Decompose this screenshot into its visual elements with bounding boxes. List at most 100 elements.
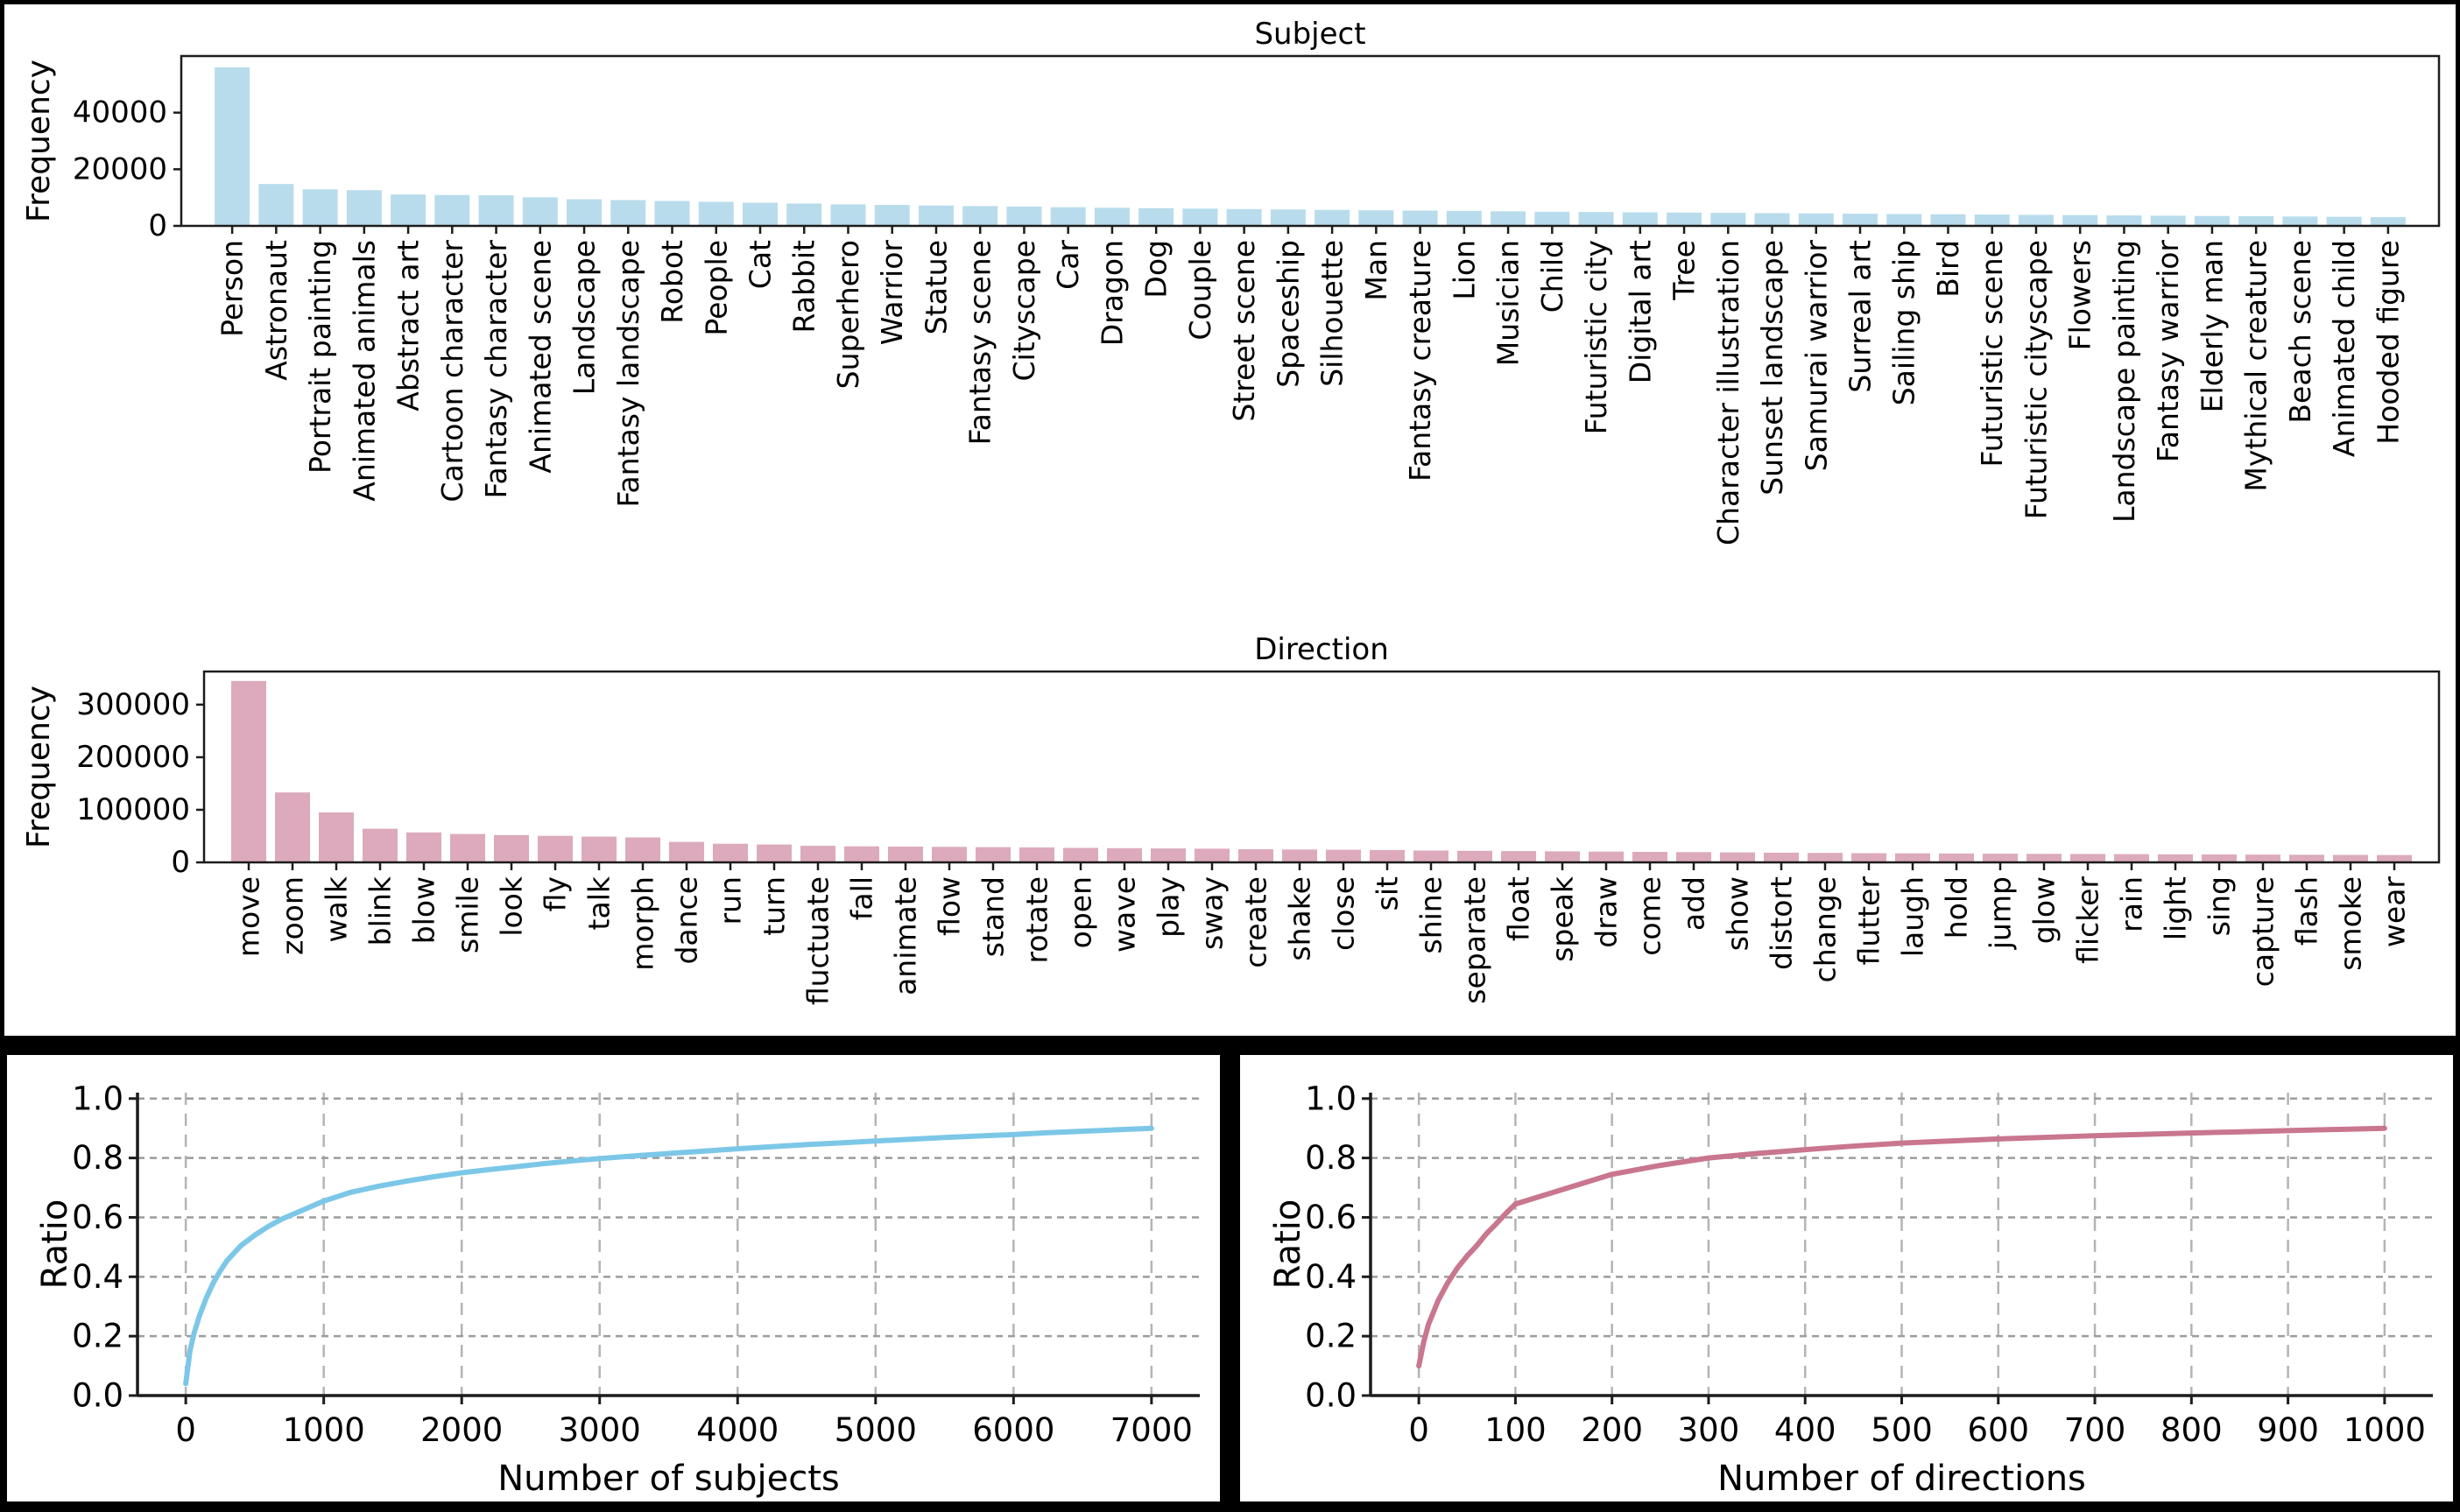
direction_bar-bar <box>669 841 704 862</box>
direction_bar-ytick-label: 100000 <box>76 792 190 827</box>
direction_bar-xtick-label: dance <box>670 876 704 965</box>
direction_bar-xtick-label: glow <box>2027 876 2062 944</box>
direction_bar-xtick-label: fall <box>845 876 879 920</box>
subject_bar-xtick-label: Animated child <box>2327 240 2361 457</box>
subject_bar-bar <box>1754 213 1790 226</box>
direction_bar-xtick-label: fly <box>539 876 573 911</box>
subject_bar-bar <box>743 202 778 226</box>
subject_bar-bar <box>1094 207 1130 226</box>
subject_bar-xtick-label: Couple <box>1183 240 1217 341</box>
subject_bar-bar <box>1315 209 1350 226</box>
direction_bar-bar <box>1063 847 1098 862</box>
subject_bar-xtick-label: Person <box>215 240 250 337</box>
direction_bar-bar <box>1589 851 1624 862</box>
direction_bar-xtick-label: shine <box>1414 876 1449 954</box>
subject_bar-xtick-label: People <box>699 240 733 336</box>
subject_bar-bar <box>1886 214 1922 226</box>
subject_bar-xtick-label: Landscape painting <box>2107 240 2141 523</box>
direction_bar-xtick-label: come <box>1633 876 1667 956</box>
subject_bar-xtick-label: Hooded figure <box>2371 240 2405 445</box>
subject_bar-xtick-label: Cat <box>744 240 778 289</box>
direction_cdf-xtick-label: 900 <box>2257 1411 2319 1449</box>
direction_bar-xtick-label: jump <box>1984 876 2018 950</box>
direction_cdf-ytick-label: 0.2 <box>1305 1318 1357 1355</box>
subject_bar-xtick-label: Child <box>1535 240 1569 313</box>
subject_bar-xtick-label: Mythical creature <box>2239 240 2273 492</box>
direction_bar-xtick-label: move <box>232 876 266 957</box>
direction_bar-bar <box>888 846 923 862</box>
direction_cdf-ytick-label: 0.8 <box>1305 1139 1357 1177</box>
direction_bar-bar <box>231 680 266 862</box>
subject_bar-xtick-label: Elderly man <box>2195 240 2229 412</box>
direction_bar-xtick-label: sing <box>2203 876 2237 936</box>
direction_bar-spines <box>202 670 2441 864</box>
direction_cdf-xtick-label: 0 <box>1408 1411 1429 1449</box>
direction_bar-bar <box>494 834 529 862</box>
subject_bar-xtick-label: Digital art <box>1623 240 1657 383</box>
direction_bar-bar <box>1107 847 1142 862</box>
subject_bar-bar <box>2018 214 2054 226</box>
subject_bar-bar <box>2150 215 2186 226</box>
direction_bar-bar <box>800 846 835 862</box>
direction_bar-bar <box>2202 854 2237 862</box>
subject_bar-xtick-label: Flowers <box>2063 240 2097 350</box>
subject_bar-bar <box>1534 211 1570 226</box>
direction_bar-xtick-label: blink <box>363 876 398 946</box>
subject_bar-bar <box>1622 212 1658 226</box>
direction_bar-bar <box>757 844 792 862</box>
direction_bar-xtick-label: speak <box>1546 876 1580 962</box>
subject_bar-xtick-label: Car <box>1051 240 1085 290</box>
direction_bar-xtick-label: laugh <box>1896 876 1930 957</box>
subject_bar-bar <box>258 184 294 226</box>
subject_bar-ytick-label: 40000 <box>73 95 167 130</box>
direction_bar-xtick-label: distort <box>1765 876 1799 970</box>
subject_bar-xtick-label: Superhero <box>831 240 865 389</box>
direction_cdf-ytick-label: 0.6 <box>1305 1199 1357 1236</box>
subject_bar-bar <box>1050 207 1086 226</box>
direction_bar-xtick-label: wave <box>1108 876 1142 953</box>
direction_bar-ytick-label: 300000 <box>76 687 190 722</box>
direction_bar-xtick-label: sit <box>1371 876 1405 911</box>
subject_bar-xtick-label: Samurai warrior <box>1799 240 1833 472</box>
subject_bar-bar <box>1358 210 1394 226</box>
direction_bar-xtick-label: wear <box>2378 876 2412 948</box>
direction_cdf-curve <box>1416 1125 2387 1369</box>
direction_bar-bar <box>450 833 485 862</box>
direction_bar-bar <box>2333 854 2368 862</box>
subject_bar-xtick-label: Dog <box>1139 240 1174 299</box>
direction_bar-bar <box>713 843 748 862</box>
subject_bar-xtick-label: Fantasy creature <box>1403 240 1437 482</box>
direction_bar-xtick-label: turn <box>758 876 792 936</box>
subject_bar-xtick-label: Fantasy landscape <box>611 240 645 508</box>
subject_bar-bar <box>1491 211 1526 226</box>
direction_cdf-xtick-label: 500 <box>1871 1411 1933 1449</box>
subject_cdf-xtick-label: 3000 <box>559 1411 641 1449</box>
subject_bar-bar <box>302 189 338 226</box>
direction_bar-xtick-label: rain <box>2115 876 2149 932</box>
subject_bar-xtick-label: Futuristic city <box>1579 240 1613 434</box>
direction_bar-title: Direction <box>1254 632 1389 667</box>
direction_bar-ylabel: Frequency <box>21 686 57 848</box>
direction_bar-xtick-label: flicker <box>2071 876 2105 964</box>
subject_bar-xtick-label: Animated animals <box>347 240 381 502</box>
subject_bar-bar <box>610 200 646 226</box>
subject_bar-bar <box>1446 210 1482 226</box>
subject_bar-bar <box>2106 215 2142 226</box>
direction_bar-bar <box>1501 851 1536 862</box>
direction_cdf-xtick-label: 400 <box>1774 1411 1836 1449</box>
subject_cdf-ytick-label: 0.0 <box>72 1377 123 1415</box>
direction_bar-xtick-label: look <box>495 876 529 937</box>
direction_bar-xtick-label: fluctuate <box>801 876 835 1005</box>
direction_cdf-xtick-label: 300 <box>1678 1411 1740 1449</box>
subject_bar-xtick-label: Futuristic scene <box>1975 240 2009 467</box>
subject_bar-xtick-label: Cartoon character <box>435 240 469 503</box>
direction_bar-bar <box>1326 849 1361 862</box>
direction_cdf-xtick-label: 800 <box>2160 1411 2223 1449</box>
subject_bar-bar <box>2326 216 2362 226</box>
subject_bar-bar <box>830 204 866 226</box>
direction_bar-bar <box>1545 851 1580 862</box>
direction_bar-xtick-label: close <box>1327 876 1361 951</box>
subject_bar-bar <box>478 195 514 226</box>
direction_bar-bar <box>1282 849 1317 862</box>
